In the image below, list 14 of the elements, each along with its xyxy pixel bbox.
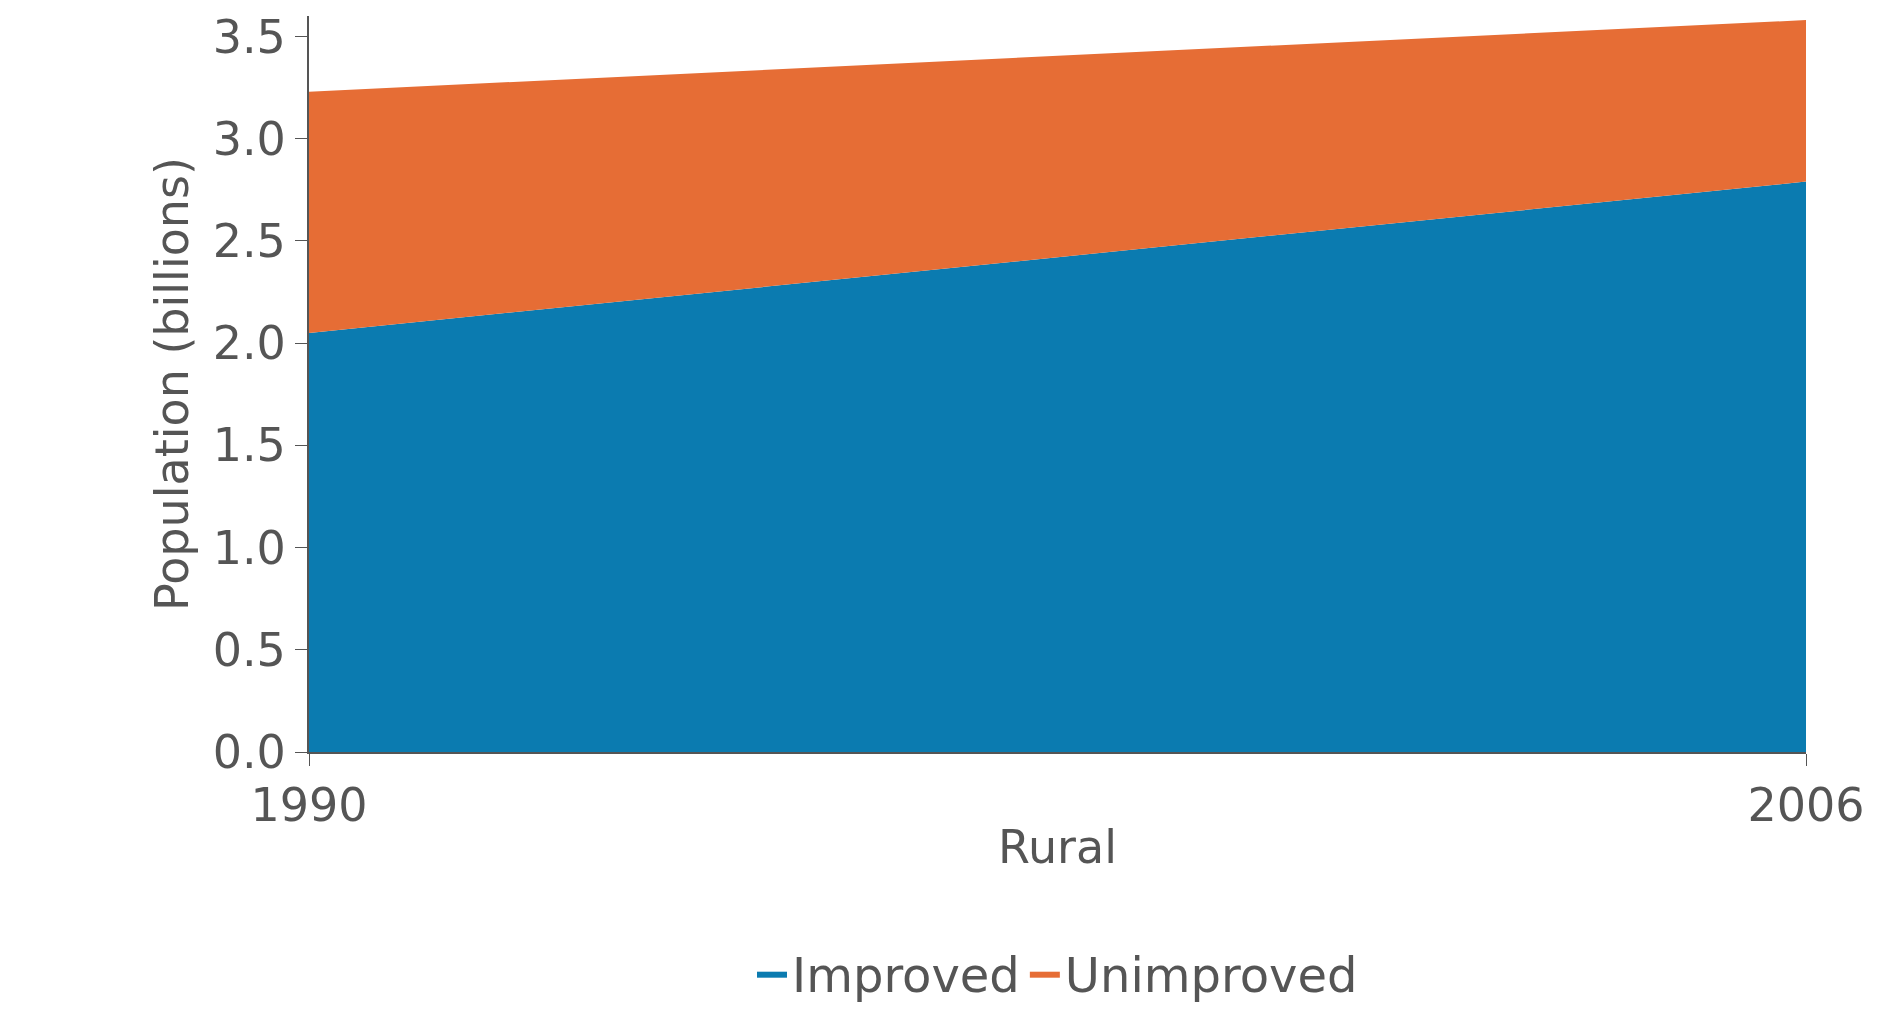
y-tick-label: 1.0 (212, 520, 286, 575)
y-tick-label: 2.5 (212, 213, 286, 268)
legend-label: Improved (792, 947, 1020, 1004)
x-tick-label: 2006 (1747, 778, 1865, 833)
y-tick-label: 3.0 (212, 111, 286, 166)
x-axis-title: Rural (998, 820, 1117, 875)
x-tick-label: 1990 (250, 778, 368, 833)
legend-label: Unimproved (1064, 947, 1358, 1004)
y-tick-label: 0.5 (212, 622, 286, 677)
y-axis-title: Population (billions) (144, 157, 199, 611)
y-tick-label: 2.0 (212, 316, 286, 371)
y-tick-label: 0.0 (212, 725, 286, 780)
y-tick-label: 1.5 (212, 418, 286, 473)
y-tick-label: 3.5 (212, 9, 286, 64)
